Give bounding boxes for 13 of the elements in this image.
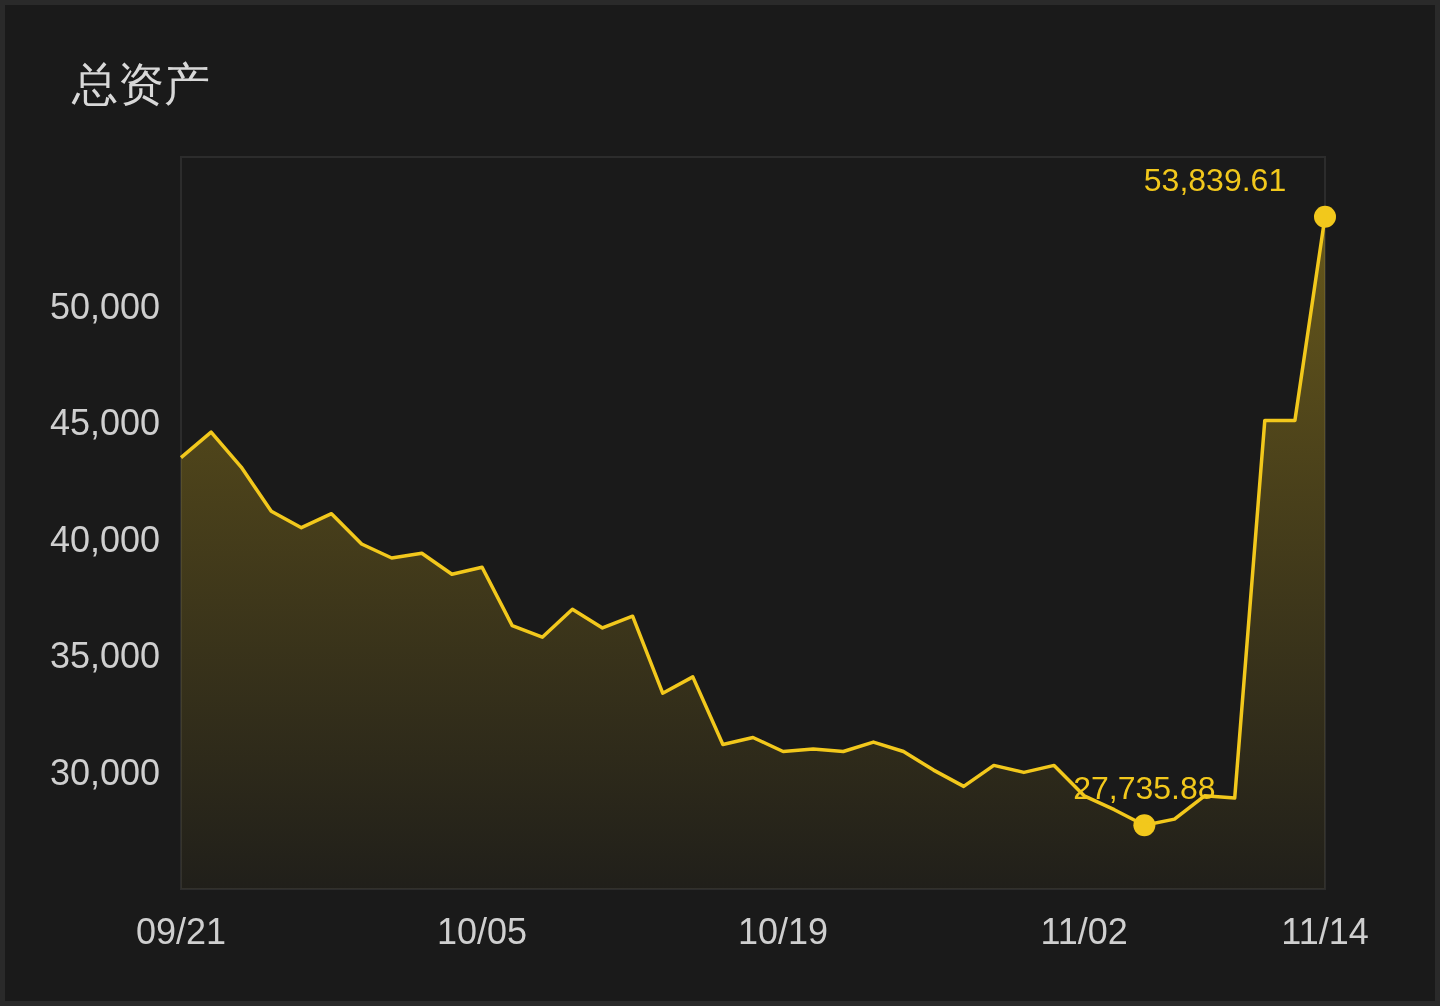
chart-title: 总资产 <box>71 58 210 110</box>
x-tick-label: 10/19 <box>738 911 829 952</box>
x-tick-label: 10/05 <box>437 911 528 952</box>
x-tick-label: 11/14 <box>1281 911 1369 952</box>
y-tick-label: 40,000 <box>49 518 160 560</box>
data-label: 27,735.88 <box>1073 770 1216 807</box>
data-label: 53,839.61 <box>1143 161 1287 198</box>
x-tick-label: 11/02 <box>1040 911 1128 952</box>
x-tick-label: 09/21 <box>135 911 227 952</box>
y-tick-label: 45,000 <box>49 402 160 444</box>
y-tick-label: 50,000 <box>49 285 160 327</box>
y-tick-label: 35,000 <box>49 635 160 677</box>
y-tick-label: 30,000 <box>49 751 160 793</box>
